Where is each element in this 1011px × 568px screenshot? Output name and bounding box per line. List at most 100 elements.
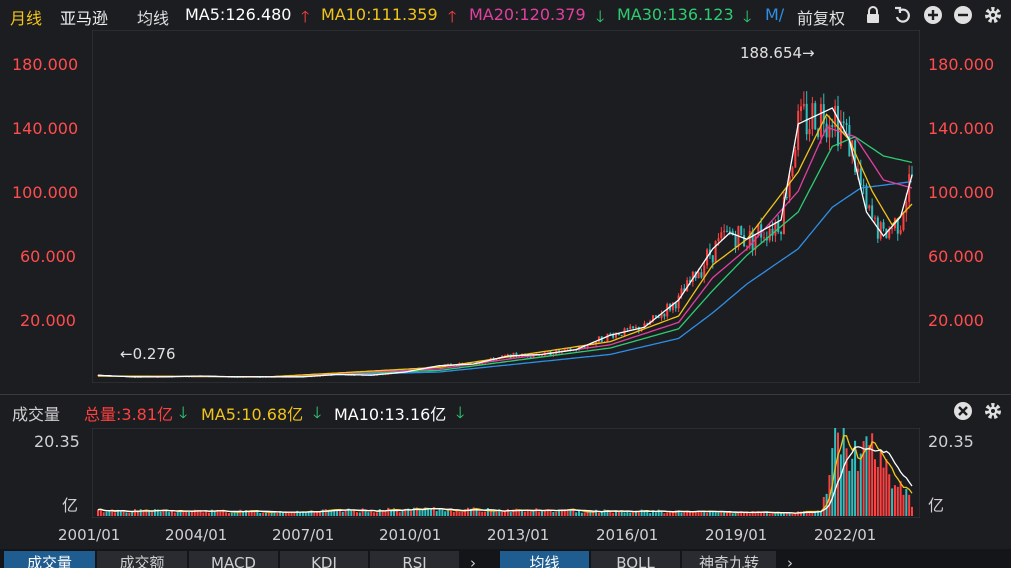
candle-body — [819, 104, 822, 137]
candle-body — [546, 351, 549, 353]
candle-body — [802, 103, 805, 107]
volume-bar — [868, 445, 871, 516]
volume-bar — [780, 513, 783, 516]
volume-bar — [227, 513, 230, 516]
volume-bar — [390, 510, 393, 516]
candle-body — [868, 205, 871, 209]
candle-body — [871, 205, 874, 218]
volume-bar — [532, 511, 535, 516]
tab-turnover[interactable]: 成交额 — [97, 551, 187, 568]
volume-bar — [649, 513, 652, 516]
volume-bar — [267, 510, 270, 516]
candle-body — [569, 348, 572, 351]
volume-total-down-arrow-icon: 🡓 — [179, 403, 188, 422]
volume-bar — [626, 510, 629, 516]
lock-icon[interactable] — [862, 4, 884, 26]
candle-body — [657, 316, 660, 318]
candle-body — [771, 228, 774, 236]
volume-bar — [800, 511, 802, 516]
volume-bar — [270, 512, 273, 516]
tab-moving-average[interactable]: 均线 — [500, 551, 589, 568]
volume-bar — [515, 508, 518, 516]
tab-td-sequential[interactable]: 神奇九转 — [682, 551, 776, 568]
tab-rsi[interactable]: RSI — [370, 551, 459, 568]
volume-bar — [726, 512, 728, 516]
volume-bar — [777, 512, 780, 516]
volume-bar — [745, 512, 748, 516]
price-chart[interactable] — [92, 30, 920, 383]
volume-bar — [876, 466, 879, 516]
volume-bar — [171, 510, 173, 516]
candle-body — [800, 106, 802, 112]
volume-bar — [461, 511, 464, 516]
period-label[interactable]: 月线 — [10, 9, 43, 28]
tab-boll[interactable]: BOLL — [591, 551, 680, 568]
candle-body — [782, 196, 785, 234]
candle-body — [865, 185, 868, 209]
candle-body — [774, 222, 777, 236]
volume-bar — [543, 509, 546, 516]
volume-bar — [578, 510, 580, 516]
candle-body — [808, 129, 811, 135]
volume-bar — [848, 470, 851, 516]
indicator-name[interactable]: 均线 — [137, 9, 170, 28]
volume-bar — [418, 509, 421, 516]
volume-bar — [521, 510, 524, 516]
undo-icon[interactable] — [892, 4, 914, 26]
volume-bar — [296, 510, 299, 516]
volume-total: 总量:3.81亿 — [84, 405, 174, 424]
volume-bar — [481, 511, 484, 516]
tab-kdj[interactable]: KDJ — [280, 551, 368, 568]
candle-body — [791, 167, 794, 177]
volume-bar — [159, 511, 162, 516]
date-tick-2019: 2019/01 — [705, 526, 768, 544]
volume-bar — [771, 513, 774, 516]
volume-bar — [208, 512, 210, 516]
date-tick-2007: 2007/01 — [272, 526, 335, 544]
close-circle-icon[interactable] — [952, 400, 974, 422]
candle-body — [617, 333, 620, 335]
volume-bar — [652, 510, 654, 516]
volume-bar — [99, 508, 102, 516]
tab-volume[interactable]: 成交量 — [4, 551, 95, 568]
zoom-out-icon[interactable] — [952, 4, 974, 26]
volume-bar — [879, 451, 882, 516]
gear-icon[interactable] — [982, 4, 1004, 26]
volume-chart[interactable] — [92, 428, 920, 518]
candle-body — [654, 315, 657, 317]
volume-bar — [654, 512, 657, 516]
moving-average-lines — [97, 107, 913, 378]
volume-bar — [182, 510, 185, 516]
volume-bar — [632, 511, 635, 516]
tabs-right-more-chevron-icon[interactable]: › — [778, 551, 802, 568]
candle-body — [825, 123, 828, 138]
zoom-in-icon[interactable] — [922, 4, 944, 26]
volume-right-axis-unit: 亿 — [928, 496, 945, 515]
volume-gear-icon[interactable] — [982, 400, 1004, 422]
candle-body — [845, 123, 848, 125]
volume-bar — [617, 511, 620, 516]
candle-body — [879, 222, 882, 239]
candle-body — [646, 323, 649, 325]
volume-bar — [424, 507, 427, 516]
volume-bar — [671, 512, 674, 516]
volume-bar — [623, 512, 626, 516]
volume-bar — [640, 509, 643, 516]
candle-body — [660, 313, 663, 318]
volume-bar — [356, 512, 358, 516]
volume-bar — [131, 512, 134, 516]
tab-macd[interactable]: MACD — [189, 551, 278, 568]
candle-body — [856, 168, 859, 173]
volume-bar — [301, 511, 304, 516]
tabs-left-more-chevron-icon[interactable]: › — [461, 551, 485, 568]
volume-bar — [273, 511, 276, 516]
volume-bar — [410, 511, 413, 516]
volume-bar — [731, 513, 734, 516]
candle-body — [777, 222, 780, 233]
volume-header: 成交量 总量:3.81亿 🡓 MA5:10.68亿 🡓 MA10:13.16亿 … — [0, 397, 1011, 425]
volume-bar — [899, 481, 902, 516]
candle-body — [831, 125, 834, 128]
candle-body — [475, 364, 478, 366]
adjust-mode[interactable]: 前复权 — [797, 9, 846, 28]
candle-body — [478, 363, 481, 365]
